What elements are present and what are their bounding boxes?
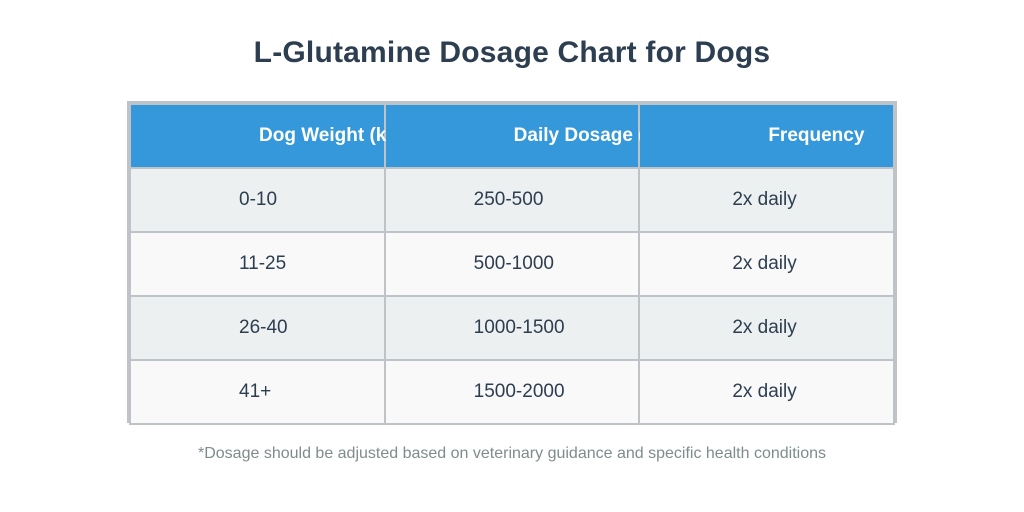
header-label: Dog Weight (kg) bbox=[259, 125, 405, 146]
table-cell-frequency: 2x daily bbox=[638, 167, 895, 233]
table-row: 11-25 500-1000 2x daily bbox=[129, 231, 895, 297]
table-row: 41+ 1500-2000 2x daily bbox=[129, 359, 895, 425]
table-header-row: Dog Weight (kg) Daily Dosage (mg) Freque… bbox=[129, 103, 895, 169]
page-title: L-Glutamine Dosage Chart for Dogs bbox=[253, 36, 771, 69]
cell-text: 0-10 bbox=[239, 189, 278, 210]
dosage-table-container: Dog Weight (kg) Daily Dosage (mg) Freque… bbox=[127, 101, 897, 425]
table-cell-frequency: 2x daily bbox=[638, 359, 895, 425]
cell-text: 26-40 bbox=[239, 317, 288, 338]
table-cell-weight: 26-40 bbox=[129, 295, 386, 361]
header-label: Daily Dosage (mg) bbox=[513, 125, 680, 146]
cell-text: 2x daily bbox=[732, 381, 797, 402]
footnote: *Dosage should be adjusted based on vete… bbox=[198, 445, 826, 462]
cell-text: 250-500 bbox=[473, 189, 544, 210]
table-cell-weight: 41+ bbox=[129, 359, 386, 425]
cell-text: 41+ bbox=[239, 381, 272, 402]
cell-text: 2x daily bbox=[732, 189, 797, 210]
table-cell-dosage: 1000-1500 bbox=[383, 295, 641, 361]
cell-text: 2x daily bbox=[732, 317, 797, 338]
dosage-table: Dog Weight (kg) Daily Dosage (mg) Freque… bbox=[129, 103, 895, 425]
table-cell-frequency: 2x daily bbox=[638, 295, 895, 361]
table-cell-weight: 11-25 bbox=[129, 231, 386, 297]
table-row: 26-40 1000-1500 2x daily bbox=[129, 295, 895, 361]
table-cell-dosage: 500-1000 bbox=[383, 231, 641, 297]
table-cell-dosage: 1500-2000 bbox=[383, 359, 641, 425]
header-label: Frequency bbox=[768, 125, 865, 146]
cell-text: 500-1000 bbox=[473, 253, 554, 274]
header-cell-daily-dosage: Daily Dosage (mg) bbox=[383, 103, 679, 169]
cell-text: 11-25 bbox=[239, 253, 287, 274]
table-cell-frequency: 2x daily bbox=[638, 231, 895, 297]
header-cell-frequency: Frequency bbox=[638, 103, 895, 169]
table-cell-weight: 0-10 bbox=[129, 167, 386, 233]
table-cell-dosage: 250-500 bbox=[383, 167, 641, 233]
cell-text: 1500-2000 bbox=[473, 381, 565, 402]
cell-text: 1000-1500 bbox=[473, 317, 565, 338]
cell-text: 2x daily bbox=[732, 253, 797, 274]
header-cell-dog-weight: Dog Weight (kg) bbox=[129, 103, 404, 169]
table-row: 0-10 250-500 2x daily bbox=[129, 167, 895, 233]
